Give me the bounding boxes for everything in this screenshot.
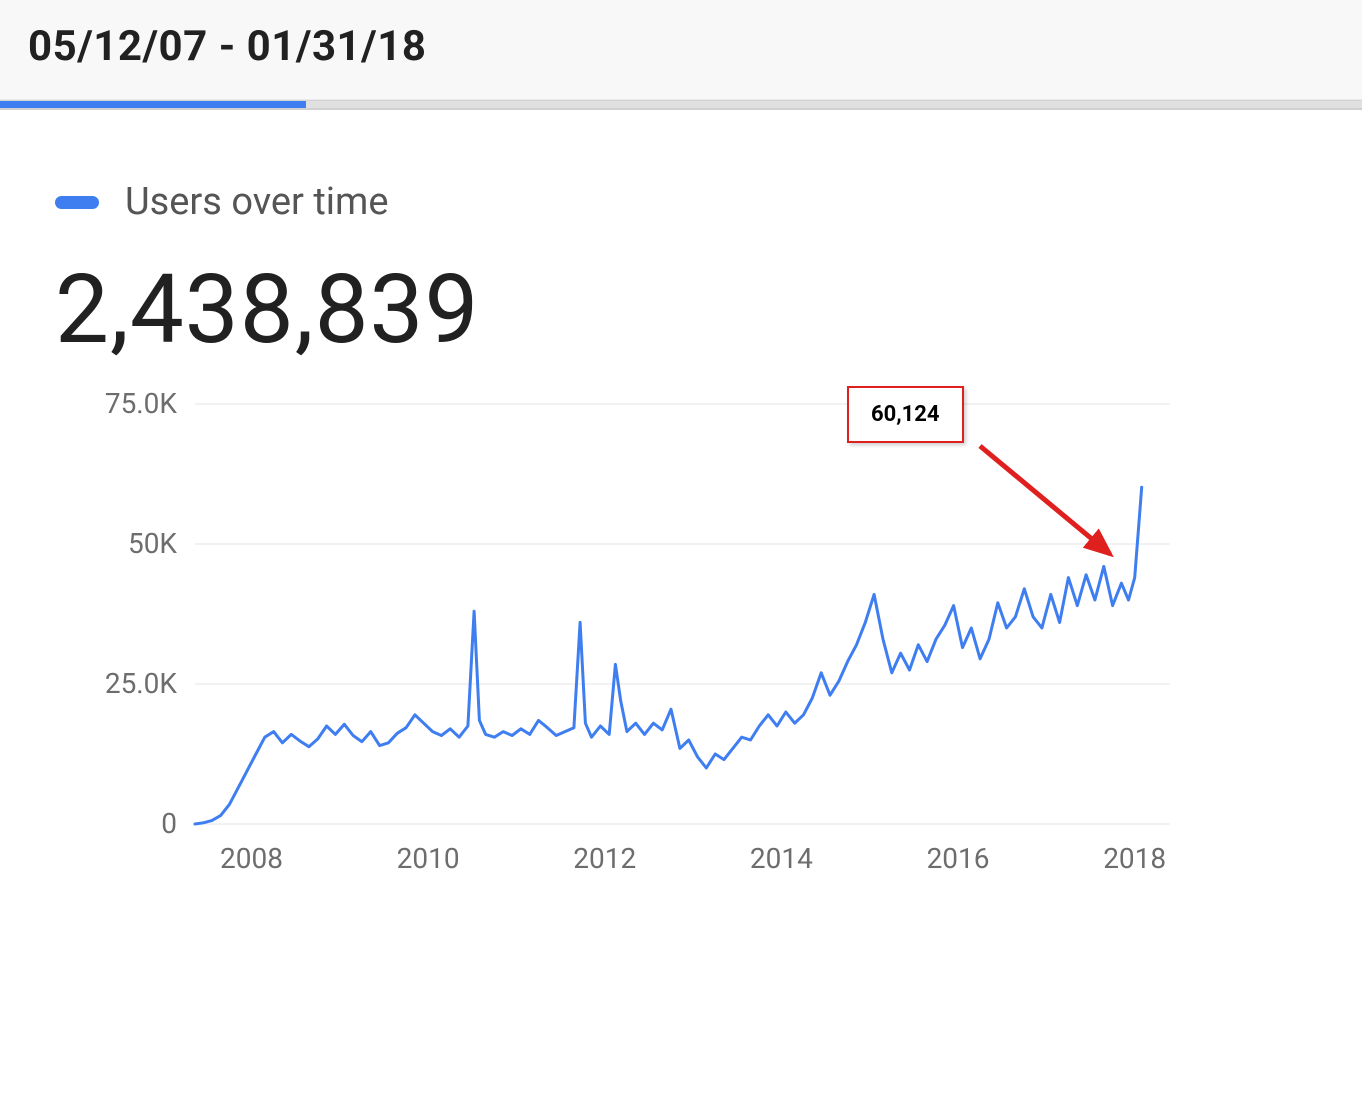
users-line-chart: 0 25.0K 50K 75.0K 2008 2010 2012 2014 2016 2018 <box>55 386 1185 906</box>
svg-text:75.0K: 75.0K <box>105 387 178 420</box>
date-range[interactable]: 05/12/07 - 01/31/18 <box>28 22 1334 71</box>
svg-text:2018: 2018 <box>1103 842 1166 875</box>
progress-bar <box>0 101 306 108</box>
legend-swatch <box>55 196 99 209</box>
svg-text:2016: 2016 <box>927 842 990 875</box>
callout-value: 60,124 <box>871 402 940 427</box>
metric-value: 2,438,839 <box>55 254 1307 366</box>
svg-text:2012: 2012 <box>573 842 636 875</box>
legend: Users over time <box>55 180 1307 224</box>
legend-label: Users over time <box>125 180 388 224</box>
svg-text:0: 0 <box>161 807 177 840</box>
callout-box: 60,124 <box>847 386 964 443</box>
content: Users over time 2,438,839 60,124 0 25.0K 5… <box>0 110 1362 926</box>
svg-text:2008: 2008 <box>220 842 283 875</box>
header: 05/12/07 - 01/31/18 <box>0 0 1362 100</box>
svg-text:25.0K: 25.0K <box>105 667 178 700</box>
progress-track <box>0 100 1362 110</box>
svg-text:2010: 2010 <box>397 842 460 875</box>
chart-container: 60,124 0 25.0K 50K 75.0K 2008 2010 2012 2014 201… <box>55 386 1307 906</box>
svg-text:2014: 2014 <box>750 842 813 875</box>
svg-text:50K: 50K <box>128 527 177 560</box>
